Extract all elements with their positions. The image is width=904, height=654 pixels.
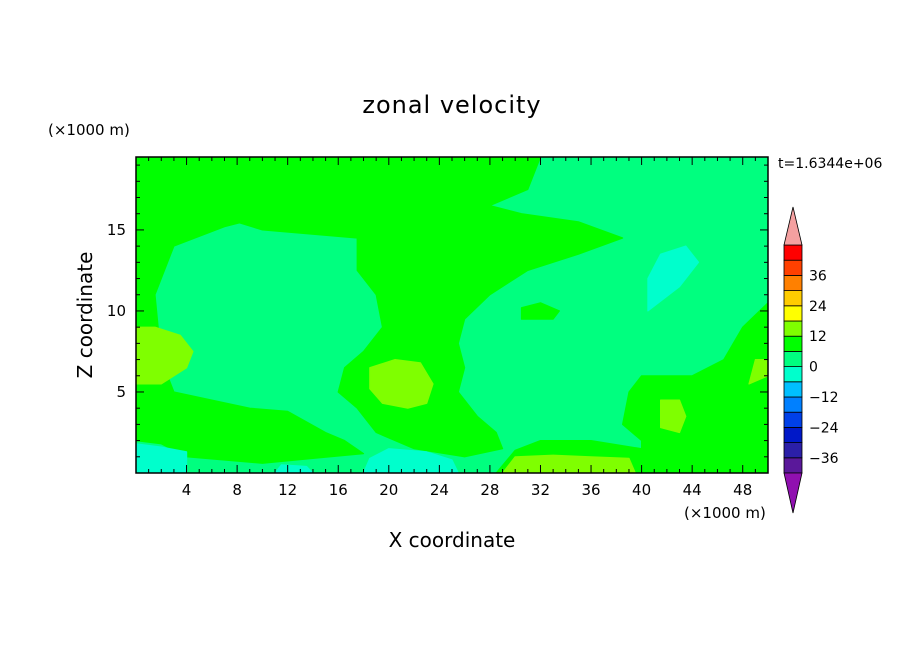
contour-field [136,157,768,473]
colorbar-swatch [783,457,803,474]
contour-region-7 [369,359,434,409]
colorbar-swatch [783,244,803,261]
y-axis-label: Z coordinate [73,252,97,379]
contour-region-4 [621,302,768,473]
x-tick-label: 44 [683,481,702,499]
colorbar-tick-label: 36 [809,268,827,284]
colorbar-swatch [783,290,803,307]
x-tick-label: 20 [379,481,398,499]
colorbar-under-arrow [783,472,803,514]
colorbar-swatch [783,259,803,276]
y-units-label: (×1000 m) [48,121,130,139]
x-tick-label: 32 [531,481,550,499]
colorbar-swatch [783,274,803,291]
x-tick-label: 4 [182,481,192,499]
x-axis: 4 8 12 16 20 24 28 32 36 40 44 48 [148,157,756,499]
y-tick-label: 10 [107,302,126,320]
colorbar-tick-label: 0 [809,360,818,376]
x-tick-label: 36 [581,481,600,499]
colorbar-swatch [783,335,803,352]
contour-region-2 [230,157,624,458]
colorbar-tick-label: −36 [809,451,839,467]
x-axis-label: X coordinate [389,528,516,552]
contour-region-8 [502,454,636,473]
contour-region-1 [136,157,365,464]
colorbar: 36 24 12 0 −12 −24 −36 [783,206,839,514]
x-tick-label: 12 [278,481,297,499]
contour-region-5 [520,302,561,320]
x-units-label: (×1000 m) [684,504,766,522]
y-tick-label: 15 [107,221,126,239]
colorbar-tick-label: −12 [809,390,839,406]
x-tick-label: 8 [232,481,242,499]
contour-region-14 [274,464,314,473]
contour-region-10 [748,359,768,385]
colorbar-swatch [783,381,803,398]
contour-region-9 [659,399,687,434]
x-tick-label: 24 [430,481,449,499]
chart-title: zonal velocity [362,91,541,119]
colorbar-swatch [783,320,803,337]
contour-region-13 [362,448,459,473]
y-tick-label: 5 [116,383,126,401]
contour-region-12 [136,443,188,473]
x-tick-label: 40 [632,481,651,499]
colorbar-tick-label: −24 [809,420,839,436]
colorbar-tick-label: 24 [809,299,827,315]
colorbar-swatch [783,426,803,443]
y-axis: 5 10 15 [107,164,768,458]
x-tick-label: 48 [733,481,752,499]
colorbar-swatch [783,366,803,383]
colorbar-swatch [783,411,803,428]
contour-region-11 [647,245,700,312]
x-tick-label: 28 [480,481,499,499]
colorbar-swatch [783,350,803,367]
colorbar-over-arrow [783,206,803,246]
contour-region-6 [136,326,194,385]
colorbar-swatch [783,305,803,322]
colorbar-swatch [783,396,803,413]
x-tick-label: 16 [329,481,348,499]
time-label: t=1.6344e+06 [778,156,882,172]
colorbar-tick-label: 12 [809,329,827,345]
colorbar-swatch [783,442,803,459]
